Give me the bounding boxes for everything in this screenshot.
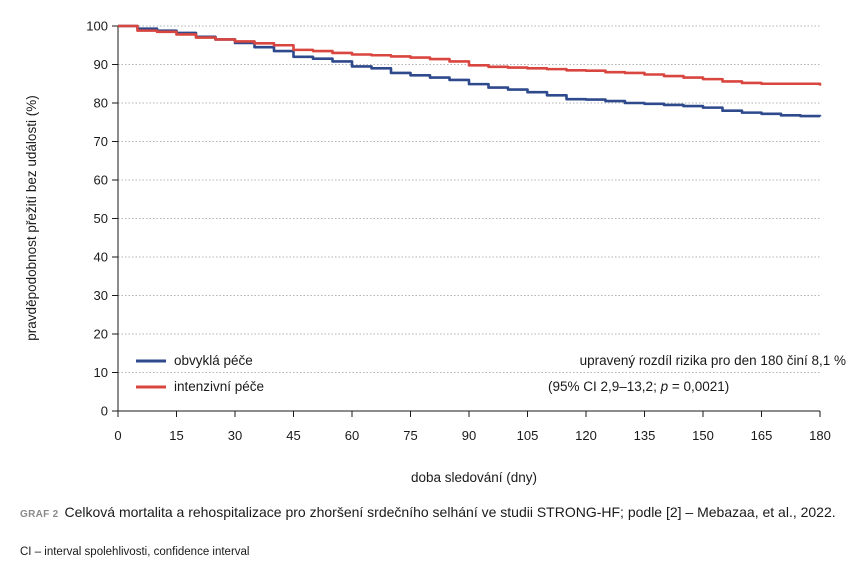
y-tick-label-40: 40	[94, 250, 108, 265]
x-tick-label-135: 135	[634, 428, 656, 443]
caption-text: Celková mortalita a rehospitalizace pro …	[64, 504, 836, 520]
y-tick-label-10: 10	[94, 365, 108, 380]
series-line-obvykla-pece	[118, 24, 822, 118]
x-tick-label-105: 105	[517, 428, 539, 443]
series-lines	[118, 24, 822, 118]
y-tick-label-90: 90	[94, 57, 108, 72]
x-tick-label-180: 180	[809, 428, 831, 443]
x-tick-labels: 0 15 30 45 60 75 90 105 120 135 150 165 180	[114, 428, 830, 443]
x-tick-label-30: 30	[228, 428, 242, 443]
legend-label-intenzivni: intenzivní péče	[174, 379, 264, 394]
x-tick-label-120: 120	[575, 428, 597, 443]
annotation-line2-post: = 0,0021)	[668, 379, 729, 394]
y-tick-label-70: 70	[94, 134, 108, 149]
annotation-line2: (95% CI 2,9–13,2; p = 0,0021)	[548, 379, 729, 394]
x-tick-label-165: 165	[751, 428, 773, 443]
x-tick-label-75: 75	[403, 428, 417, 443]
y-tick-label-100: 100	[86, 19, 108, 34]
x-tick-label-90: 90	[462, 428, 476, 443]
x-tick-label-60: 60	[345, 428, 359, 443]
chart: 0 10 20 30 40 50 60 70 80 90 100 0 15 30 45 60 75 90 105 1…	[24, 19, 846, 486]
legend-label-obvykla: obvyklá péče	[174, 353, 253, 368]
y-axis-title: pravděpodobnost přežití bez události (%)	[24, 95, 39, 340]
x-axis-title: doba sledování (dny)	[411, 470, 537, 485]
axes	[112, 25, 821, 417]
y-tick-label-50: 50	[94, 211, 108, 226]
annotation-line2-pre: (95% CI 2,9–13,2;	[548, 379, 661, 394]
figure-footnote: CI – interval spolehlivosti, confidence …	[20, 546, 250, 558]
x-tick-label-15: 15	[169, 428, 183, 443]
x-tick-label-45: 45	[286, 428, 300, 443]
figure-caption: GRAF 2 Celková mortalita a rehospitalizac…	[20, 503, 850, 524]
caption-tag: GRAF 2	[20, 509, 59, 520]
annotation-line2-p: p	[660, 379, 669, 394]
y-tick-label-0: 0	[101, 404, 108, 419]
series-line-intenzivni-pece	[118, 24, 822, 86]
legend: obvyklá péče intenzivní péče	[136, 353, 264, 394]
y-tick-label-60: 60	[94, 173, 108, 188]
annotation: upravený rozdíl rizika pro den 180 činí …	[548, 353, 846, 394]
x-tick-label-150: 150	[692, 428, 714, 443]
y-tick-labels: 0 10 20 30 40 50 60 70 80 90 100	[86, 19, 108, 419]
y-tick-label-20: 20	[94, 327, 108, 342]
y-tick-label-80: 80	[94, 96, 108, 111]
annotation-line1: upravený rozdíl rizika pro den 180 činí …	[580, 353, 846, 368]
y-tick-label-30: 30	[94, 288, 108, 303]
x-tick-label-0: 0	[114, 428, 121, 443]
